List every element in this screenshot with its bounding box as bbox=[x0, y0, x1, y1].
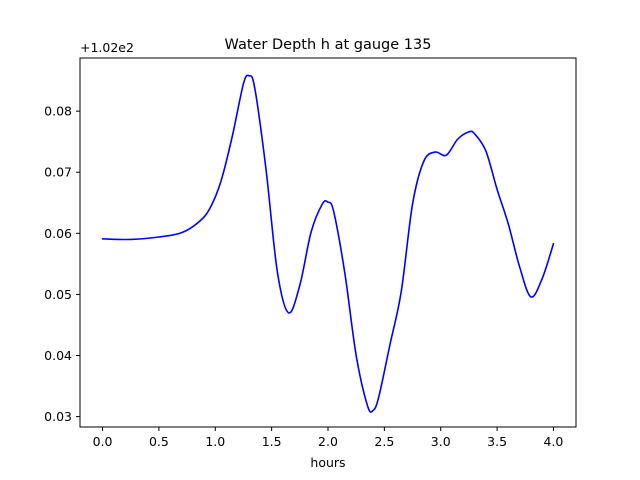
y-tick-label: 0.05 bbox=[44, 287, 72, 302]
x-tick-label: 0.0 bbox=[93, 434, 113, 449]
x-axis: 0.0 0.5 1.0 1.5 2.0 2.5 3.0 3.5 4.0 bbox=[93, 427, 564, 449]
x-tick-label: 0.5 bbox=[149, 434, 169, 449]
x-tick-label: 2.0 bbox=[318, 434, 338, 449]
x-tick-label: 3.0 bbox=[431, 434, 451, 449]
y-tick-label: 0.04 bbox=[44, 348, 72, 363]
x-tick-label: 2.5 bbox=[374, 434, 394, 449]
y-axis-offset-label: +1.02e2 bbox=[80, 40, 134, 55]
x-tick-label: 1.0 bbox=[205, 434, 225, 449]
y-axis: 0.03 0.04 0.05 0.06 0.07 0.08 bbox=[44, 104, 80, 424]
x-tick-label: 3.5 bbox=[487, 434, 507, 449]
series-line bbox=[101, 74, 555, 413]
x-tick-label: 4.0 bbox=[544, 434, 564, 449]
y-tick-label: 0.06 bbox=[44, 226, 72, 241]
x-tick-label: 1.5 bbox=[262, 434, 282, 449]
x-axis-label: hours bbox=[310, 455, 345, 470]
y-tick-label: 0.07 bbox=[44, 165, 72, 180]
chart-title: Water Depth h at gauge 135 bbox=[225, 37, 432, 53]
y-tick-label: 0.03 bbox=[44, 409, 72, 424]
y-tick-label: 0.08 bbox=[44, 104, 72, 119]
